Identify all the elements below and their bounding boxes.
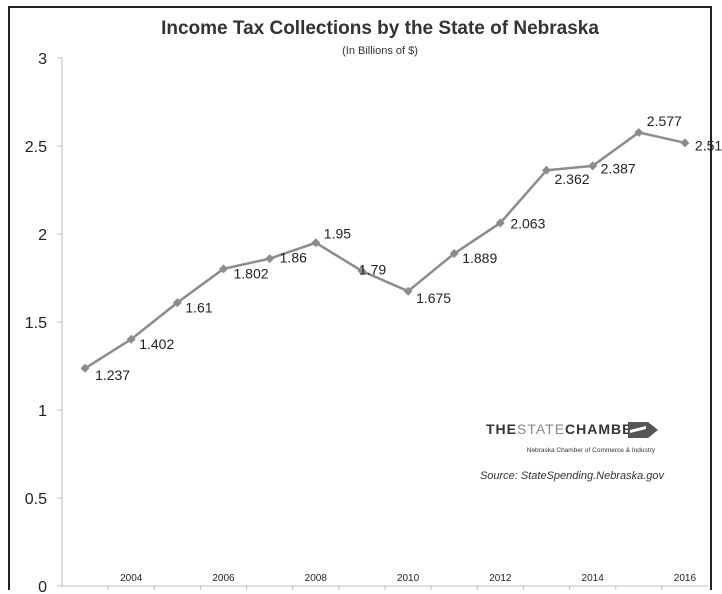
data-label: 1.61 bbox=[185, 299, 212, 315]
chart-subtitle: (In Billions of $) bbox=[342, 45, 418, 57]
y-tick-label: 2.5 bbox=[25, 139, 47, 156]
logo-tagline: Nebraska Chamber of Commerce & Industry bbox=[527, 447, 656, 454]
x-axis-ticks: 2004 2006 2008 2010 2012 2014 2016 bbox=[107, 573, 697, 590]
data-label: 1.237 bbox=[95, 367, 130, 383]
data-label: 1.86 bbox=[280, 249, 307, 265]
data-label: 2.518 bbox=[695, 138, 722, 154]
data-point bbox=[80, 363, 90, 373]
data-point bbox=[126, 334, 136, 344]
data-label: 1.802 bbox=[234, 266, 269, 282]
data-point bbox=[357, 266, 367, 276]
data-label: 2.063 bbox=[510, 216, 545, 232]
chart-title: Income Tax Collections by the State of N… bbox=[161, 18, 599, 39]
data-label: 1.95 bbox=[324, 226, 351, 242]
data-point bbox=[219, 264, 228, 274]
svg-text:THESTATECHAMBER: THESTATECHAMBER bbox=[486, 421, 644, 437]
data-point bbox=[311, 238, 321, 248]
y-axis-ticks: 0 0.5 1 1.5 2 2.5 3 bbox=[25, 51, 62, 594]
x-tick-label: 2004 bbox=[120, 573, 143, 584]
y-tick-label: 0.5 bbox=[25, 491, 47, 508]
data-label: 2.577 bbox=[647, 113, 682, 129]
data-point bbox=[680, 138, 690, 148]
x-tick-label: 2014 bbox=[582, 573, 605, 584]
logo-brand-chamber: CHAMBER bbox=[565, 421, 644, 437]
y-tick-label: 0 bbox=[38, 579, 47, 594]
logo-arrow-icon bbox=[628, 422, 658, 438]
logo-brand-state: STATE bbox=[517, 421, 565, 437]
y-tick-label: 3 bbox=[38, 51, 47, 68]
x-tick-label: 2010 bbox=[397, 573, 420, 584]
data-label: 1.889 bbox=[462, 250, 497, 266]
y-tick-label: 1 bbox=[38, 403, 47, 420]
x-tick-label: 2006 bbox=[212, 573, 235, 584]
data-point bbox=[265, 254, 275, 264]
data-labels: 1.237 1.402 1.61 1.802 1.86 1.95 1.79 1.675 1.88… bbox=[95, 113, 722, 383]
data-point bbox=[634, 127, 644, 137]
data-label: 1.79 bbox=[359, 262, 386, 278]
data-label: 2.362 bbox=[555, 171, 590, 187]
y-tick-label: 1.5 bbox=[25, 315, 47, 332]
series-line bbox=[84, 131, 686, 370]
data-point bbox=[542, 165, 551, 175]
x-tick-label: 2016 bbox=[674, 573, 697, 584]
data-label: 1.675 bbox=[416, 290, 451, 306]
y-tick-label: 2 bbox=[38, 227, 47, 244]
data-point bbox=[588, 161, 598, 171]
x-tick-label: 2008 bbox=[305, 573, 328, 584]
logo-arrow-stripe-icon bbox=[630, 426, 646, 433]
data-point bbox=[172, 298, 182, 308]
data-point bbox=[495, 218, 505, 228]
data-label: 2.387 bbox=[601, 161, 636, 177]
source-note: Source: StateSpending.Nebraska.gov bbox=[480, 470, 666, 482]
chart-frame bbox=[8, 6, 712, 590]
data-point bbox=[403, 286, 413, 296]
data-point bbox=[449, 249, 459, 259]
x-tick-label: 2012 bbox=[489, 573, 512, 584]
data-label: 1.402 bbox=[139, 336, 174, 352]
axes bbox=[61, 58, 708, 587]
state-chamber-logo: THESTATECHAMBER Nebraska Chamber of Comm… bbox=[486, 421, 658, 454]
logo-brand-the: THE bbox=[486, 421, 517, 437]
series-group bbox=[80, 127, 690, 373]
